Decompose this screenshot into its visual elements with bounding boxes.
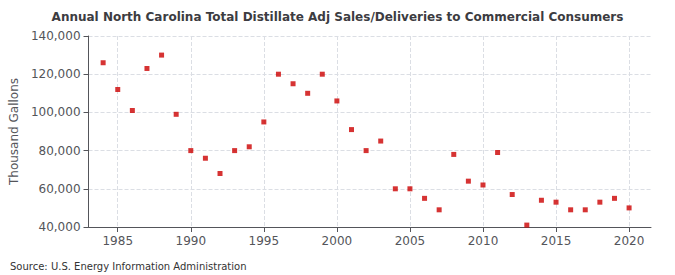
svg-text:2015: 2015 — [541, 234, 572, 248]
svg-text:120,000: 120,000 — [31, 67, 81, 81]
svg-text:80,000: 80,000 — [39, 144, 81, 158]
svg-text:140,000: 140,000 — [31, 29, 81, 43]
svg-text:2010: 2010 — [468, 234, 499, 248]
svg-text:Thousand Gallons: Thousand Gallons — [7, 78, 21, 186]
svg-text:Annual North Carolina Total Di: Annual North Carolina Total Distillate A… — [52, 10, 624, 24]
svg-text:2000: 2000 — [322, 234, 353, 248]
svg-text:2020: 2020 — [614, 234, 645, 248]
svg-text:100,000: 100,000 — [31, 105, 81, 119]
svg-text:1995: 1995 — [249, 234, 280, 248]
svg-text:2005: 2005 — [395, 234, 426, 248]
svg-text:Source: U.S. Energy Informatio: Source: U.S. Energy Information Administ… — [10, 261, 247, 272]
svg-text:40,000: 40,000 — [39, 220, 81, 234]
svg-text:1990: 1990 — [176, 234, 207, 248]
svg-text:60,000: 60,000 — [39, 182, 81, 196]
svg-text:1985: 1985 — [102, 234, 133, 248]
